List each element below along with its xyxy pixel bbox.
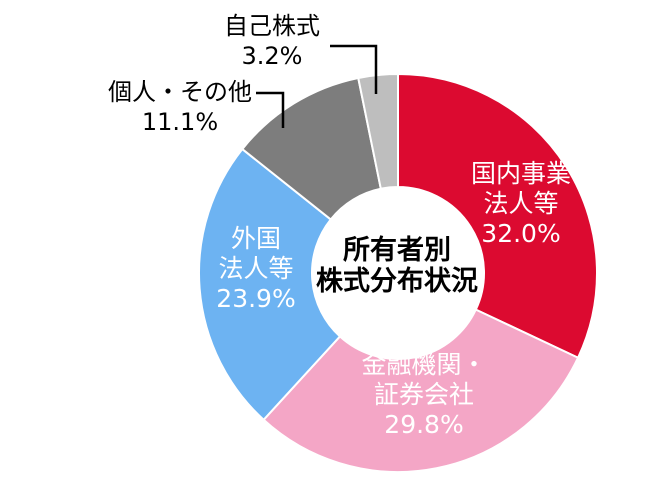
leader-line-individual-other (256, 91, 285, 128)
leader-line-treasury-stock (330, 44, 378, 94)
pie-slices (198, 73, 598, 473)
pie-slice-5 (357, 73, 399, 190)
pie-slice-3 (198, 148, 341, 421)
pie-slice-1 (397, 73, 598, 359)
pie-slice-2 (262, 308, 580, 473)
